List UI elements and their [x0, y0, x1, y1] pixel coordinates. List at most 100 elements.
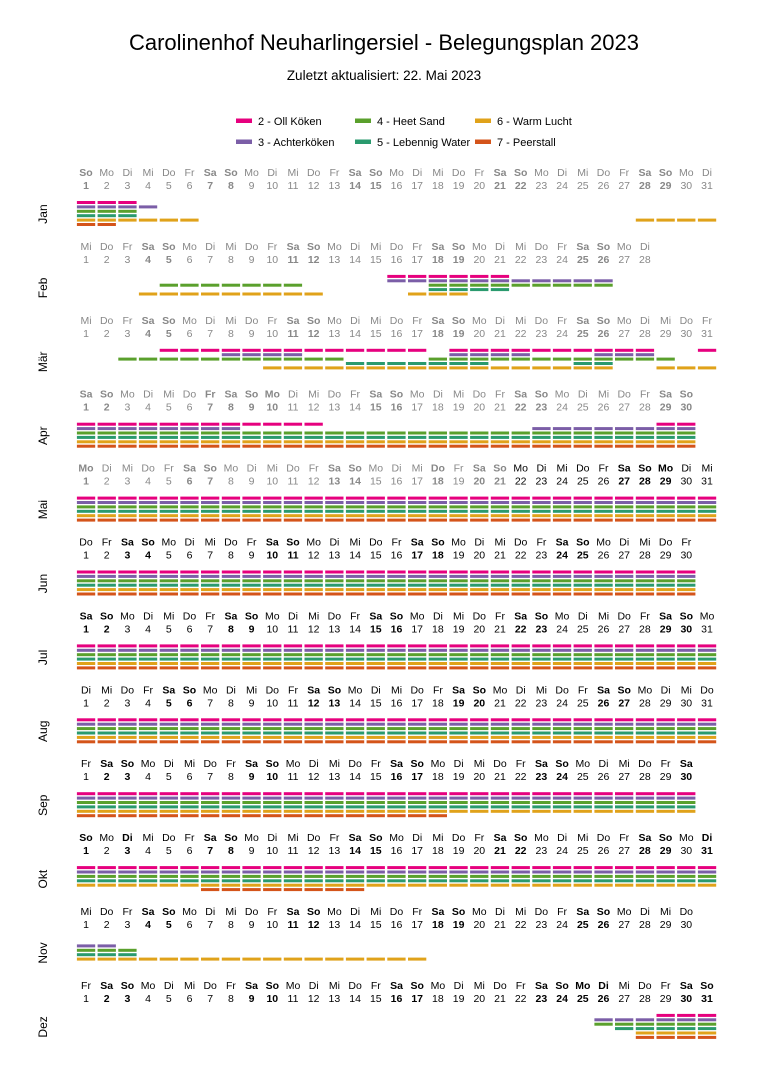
booking-segment [428, 366, 447, 370]
booking-segment [428, 801, 447, 804]
day-number: 8 [228, 328, 234, 340]
day-number: 16 [391, 771, 403, 783]
weekday-label: Di [309, 758, 319, 770]
booking-segment [449, 288, 468, 292]
legend-label: 3 - Achterköken [258, 137, 334, 149]
booking-segment [366, 879, 385, 883]
booking-segment [490, 792, 510, 796]
booking-segment [201, 662, 220, 665]
weekday-label: Sa [162, 684, 175, 696]
day-number: 2 [104, 623, 110, 635]
booking-segment [677, 588, 696, 592]
booking-segment [449, 792, 468, 796]
day-number: 13 [329, 623, 341, 635]
weekday-label: Mi [163, 610, 174, 622]
booking-segment [615, 648, 634, 652]
booking-segment [118, 435, 137, 439]
booking-segment [97, 223, 116, 226]
booking-segment [573, 883, 592, 887]
booking-segment [304, 509, 323, 513]
booking-segment [635, 792, 655, 796]
booking-segment [573, 722, 592, 726]
weekday-label: Do [286, 463, 300, 475]
weekday-label: Do [141, 463, 155, 475]
day-number: 12 [308, 402, 320, 414]
day-number: 12 [308, 993, 320, 1005]
day-number: 5 [166, 623, 172, 635]
booking-segment [470, 796, 489, 800]
day-number: 9 [249, 550, 255, 562]
weekday-label: Mi [370, 315, 381, 327]
day-number: 25 [577, 402, 589, 414]
booking-segment [552, 574, 572, 578]
weekday-label: Do [700, 684, 714, 696]
booking-segment [325, 518, 344, 522]
weekday-label: Do [638, 980, 652, 992]
booking-segment [552, 870, 572, 874]
weekday-label: Fr [122, 241, 132, 253]
booking-segment [594, 809, 613, 813]
weekday-label: So [597, 906, 610, 918]
booking-segment [656, 740, 675, 744]
booking-segment [201, 518, 220, 522]
booking-segment [325, 718, 344, 722]
booking-segment [635, 866, 655, 870]
booking-segment [552, 431, 572, 435]
booking-segment [159, 722, 178, 726]
booking-segment [615, 501, 634, 504]
booking-segment [263, 735, 282, 739]
day-number: 5 [166, 845, 172, 857]
weekday-label: So [79, 167, 92, 179]
day-number: 19 [453, 697, 465, 709]
booking-segment [408, 501, 427, 504]
booking-segment [263, 792, 282, 796]
booking-segment [656, 570, 675, 574]
booking-segment [635, 735, 655, 739]
booking-segment [615, 883, 634, 887]
booking-segment [656, 588, 675, 592]
booking-segment [138, 357, 158, 361]
booking-segment [138, 718, 158, 722]
booking-segment [490, 666, 510, 670]
booking-segment [490, 653, 510, 657]
booking-segment [138, 422, 158, 426]
booking-segment [283, 866, 303, 870]
booking-segment [159, 431, 178, 435]
booking-segment [677, 1013, 696, 1017]
booking-segment [428, 883, 447, 887]
day-number: 16 [391, 697, 403, 709]
booking-segment [366, 796, 385, 800]
booking-segment [697, 731, 717, 735]
booking-segment [428, 657, 447, 661]
day-number: 26 [598, 476, 610, 488]
booking-segment [594, 648, 613, 652]
booking-segment [656, 518, 675, 522]
booking-segment [263, 348, 282, 352]
booking-segment [76, 944, 96, 948]
day-number: 16 [391, 402, 403, 414]
booking-segment [449, 644, 468, 648]
weekday-label: Fr [329, 832, 339, 844]
booking-segment [428, 279, 447, 283]
booking-segment [76, 953, 96, 957]
weekday-label: Mo [286, 980, 301, 992]
day-number: 17 [411, 993, 423, 1005]
booking-segment [656, 357, 675, 361]
booking-segment [76, 223, 96, 226]
booking-segment [118, 883, 137, 887]
weekday-label: Do [183, 389, 197, 401]
day-number: 9 [249, 771, 255, 783]
booking-segment [159, 357, 178, 361]
booking-segment [552, 801, 572, 804]
booking-segment [573, 283, 592, 287]
booking-segment [325, 644, 344, 648]
booking-segment [263, 501, 282, 504]
booking-segment [283, 870, 303, 874]
booking-segment [263, 357, 282, 361]
booking-segment [408, 809, 427, 813]
weekday-label: Di [598, 980, 609, 992]
booking-segment [138, 866, 158, 870]
day-number: 11 [288, 623, 299, 635]
booking-segment [635, 435, 655, 439]
weekday-label: Mi [143, 167, 154, 179]
